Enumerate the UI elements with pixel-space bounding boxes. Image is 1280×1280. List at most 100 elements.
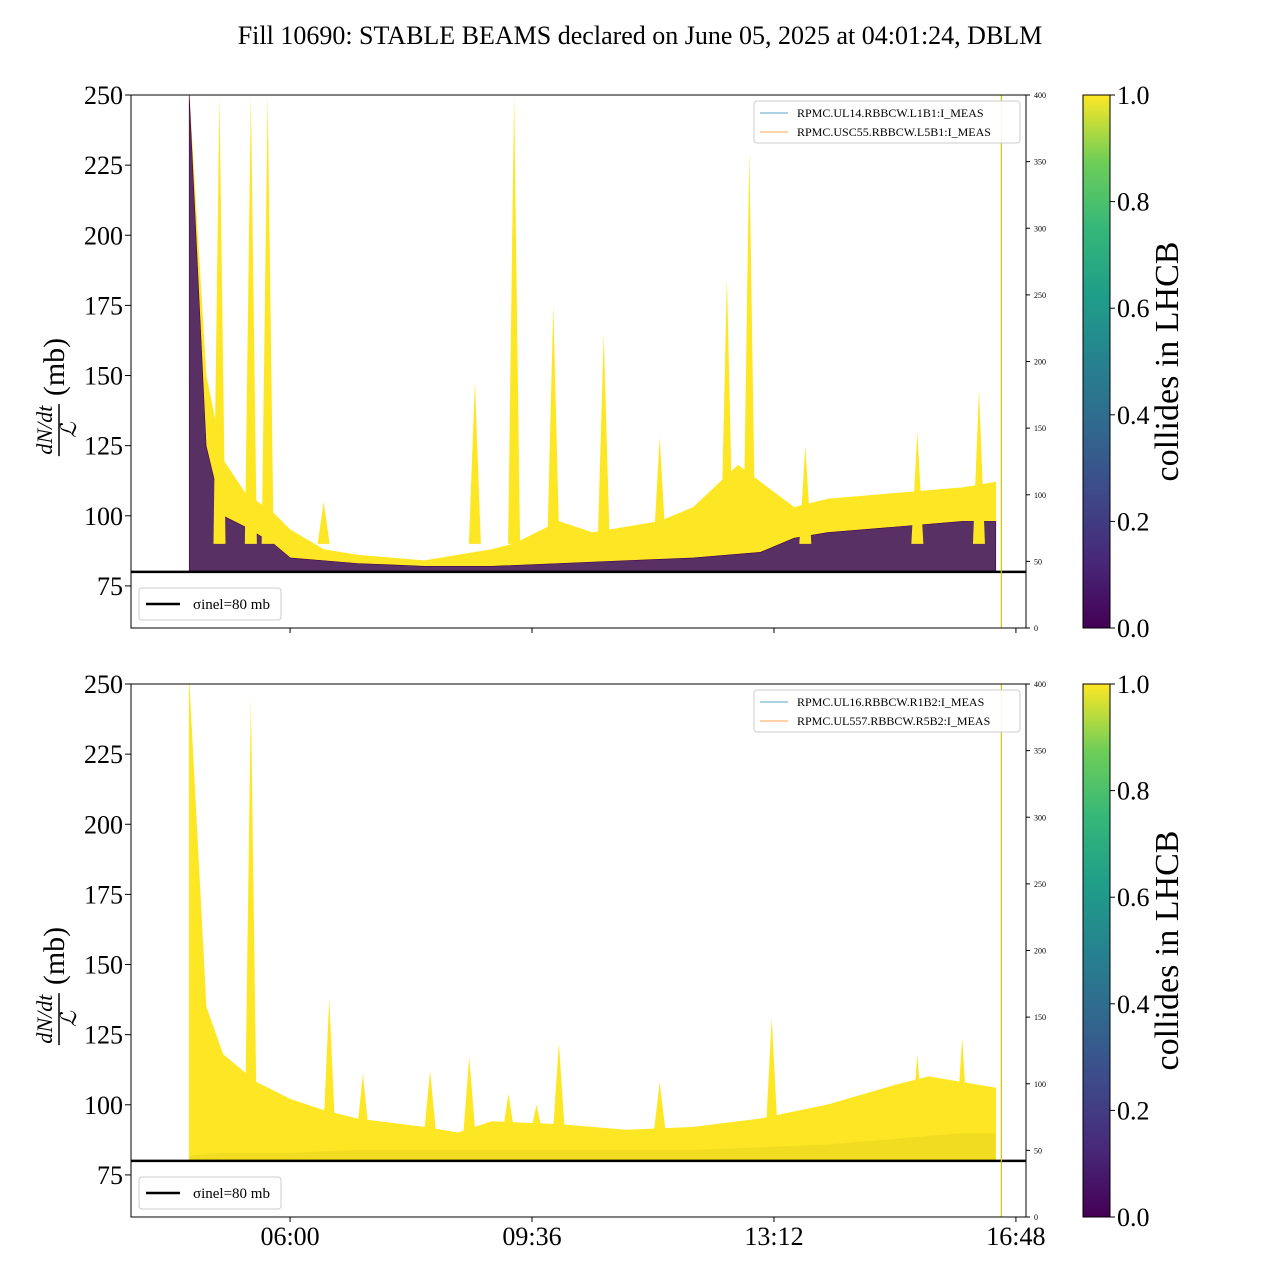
chart-panel-1: 75 100 125 150 175 200 225 250 0 50 100 150 200 250 30… (32, 81, 1186, 643)
xtick-label: 16:48 (986, 1222, 1045, 1251)
spike (653, 437, 666, 544)
colorbar (1082, 683, 1111, 1218)
y2tick-label: 300 (1034, 224, 1046, 233)
ytick-label: 125 (84, 1021, 123, 1050)
y2tick-label: 50 (1034, 557, 1042, 566)
legend-box (138, 1176, 282, 1210)
spike (508, 95, 521, 544)
plot-area (188, 95, 997, 573)
y2tick-label: 100 (1034, 491, 1046, 500)
ytick-label: 225 (84, 151, 123, 180)
legend-label: RPMC.USC55.RBBCW.L5B1:I_MEAS (797, 125, 991, 139)
colorbar-tick-label: 0.2 (1117, 1096, 1150, 1125)
legend-label: σinel=80 mb (193, 1186, 270, 1202)
y2tick-label: 150 (1034, 1013, 1046, 1022)
spike (799, 445, 812, 544)
ytick-label: 150 (84, 362, 123, 391)
legend-channels: RPMC.UL16.RBBCW.R1B2:I_MEAS RPMC.UL557.RB… (753, 689, 1021, 733)
series-area (188, 95, 997, 573)
ytick-label: 100 (84, 1091, 123, 1120)
y2tick-label: 100 (1034, 1080, 1046, 1089)
ylabel-unit: (mb) (38, 338, 71, 396)
ytick-label: 200 (84, 810, 123, 839)
ylabel-numerator: dN/dt (32, 994, 57, 1044)
ylabel-denominator: ℒ (56, 421, 81, 438)
plot-area (188, 684, 997, 1162)
chart-panel-2: 75 100 125 150 175 200 225 250 0 50 100 150 200 250 30… (32, 670, 1186, 1251)
ytick-label: 100 (84, 502, 123, 531)
colorbar-label: collides in LHCB (1149, 831, 1186, 1071)
y2tick-label: 0 (1034, 624, 1038, 633)
legend-reference: σinel=80 mb (138, 1176, 282, 1210)
ylabel-unit: (mb) (38, 927, 71, 985)
y2tick-label: 400 (1034, 91, 1046, 100)
legend-label: RPMC.UL16.RBBCW.R1B2:I_MEAS (797, 695, 984, 709)
legend-reference: σinel=80 mb (138, 587, 282, 621)
colorbar-tick-label: 0.6 (1117, 883, 1150, 912)
spike (244, 698, 257, 1133)
legend-label: RPMC.UL14.RBBCW.L1B1:I_MEAS (797, 106, 984, 120)
legend-box (753, 689, 1021, 733)
colorbar-tick-label: 1.0 (1117, 81, 1150, 110)
ylabel: dN/dt ℒ (mb) (32, 338, 81, 457)
colorbar-tick-label: 1.0 (1117, 670, 1150, 699)
ytick-label: 200 (84, 221, 123, 250)
spike (463, 1057, 476, 1133)
series-area (188, 684, 997, 1162)
ytick-label: 250 (84, 81, 123, 110)
spike (720, 277, 733, 544)
ylabel-denominator: ℒ (56, 1010, 81, 1027)
spike (911, 1054, 924, 1133)
colorbar-tick-label: 0.0 (1117, 1203, 1150, 1232)
spike (502, 1093, 515, 1133)
ytick-label: 125 (84, 432, 123, 461)
spike (468, 381, 481, 544)
y2tick-label: 350 (1034, 747, 1046, 756)
ylabel-numerator: dN/dt (32, 405, 57, 455)
y2tick-label: 50 (1034, 1146, 1042, 1155)
spike (765, 1017, 778, 1133)
spike (323, 998, 336, 1133)
colorbar-tick-label: 0.6 (1117, 294, 1150, 323)
ylabel: dN/dt ℒ (mb) (32, 927, 81, 1046)
spike (213, 95, 226, 544)
ytick-label: 250 (84, 670, 123, 699)
y2tick-label: 250 (1034, 291, 1046, 300)
ytick-label: 175 (84, 291, 123, 320)
spike (552, 1043, 565, 1133)
colorbar (1082, 94, 1111, 629)
colorbar-tick-label: 0.8 (1117, 777, 1150, 806)
colorbar-tick-label: 0.4 (1117, 990, 1150, 1019)
legend-label: RPMC.UL557.RBBCW.R5B2:I_MEAS (797, 714, 990, 728)
y2tick-label: 0 (1034, 1213, 1038, 1222)
ytick-label: 75 (97, 572, 123, 601)
legend-box (753, 100, 1021, 144)
spike (547, 305, 560, 544)
spike (743, 151, 756, 544)
spike (597, 333, 610, 544)
spike (261, 95, 274, 544)
ytick-label: 75 (97, 1161, 123, 1190)
spike (356, 1073, 369, 1133)
colorbar-tick-label: 0.8 (1117, 188, 1150, 217)
ytick-label: 150 (84, 951, 123, 980)
y2tick-label: 250 (1034, 880, 1046, 889)
spike (424, 1071, 437, 1133)
ytick-label: 225 (84, 740, 123, 769)
spike (244, 95, 257, 544)
colorbar-tick-label: 0.2 (1117, 507, 1150, 536)
colorbar-tick-label: 0.4 (1117, 401, 1150, 430)
y2tick-label: 150 (1034, 424, 1046, 433)
legend-channels: RPMC.UL14.RBBCW.L1B1:I_MEAS RPMC.USC55.RB… (753, 100, 1021, 144)
series-area (188, 95, 997, 573)
spike (317, 501, 330, 544)
spike (911, 431, 924, 544)
panels: 75 100 125 150 175 200 225 250 0 50 100 150 200 250 30… (32, 81, 1186, 1251)
y2tick-label: 350 (1034, 158, 1046, 167)
y2tick-label: 200 (1034, 358, 1046, 367)
spike (530, 1104, 543, 1133)
colorbar-tick-label: 0.0 (1117, 614, 1150, 643)
spike (653, 1082, 666, 1133)
legend-label: σinel=80 mb (193, 597, 270, 613)
